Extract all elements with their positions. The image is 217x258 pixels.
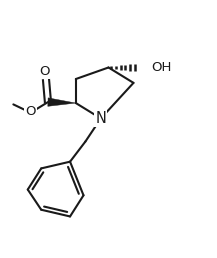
Text: OH: OH [151, 61, 171, 74]
Text: O: O [25, 105, 36, 118]
Text: N: N [95, 111, 106, 126]
Text: O: O [39, 65, 49, 78]
Polygon shape [48, 98, 76, 106]
